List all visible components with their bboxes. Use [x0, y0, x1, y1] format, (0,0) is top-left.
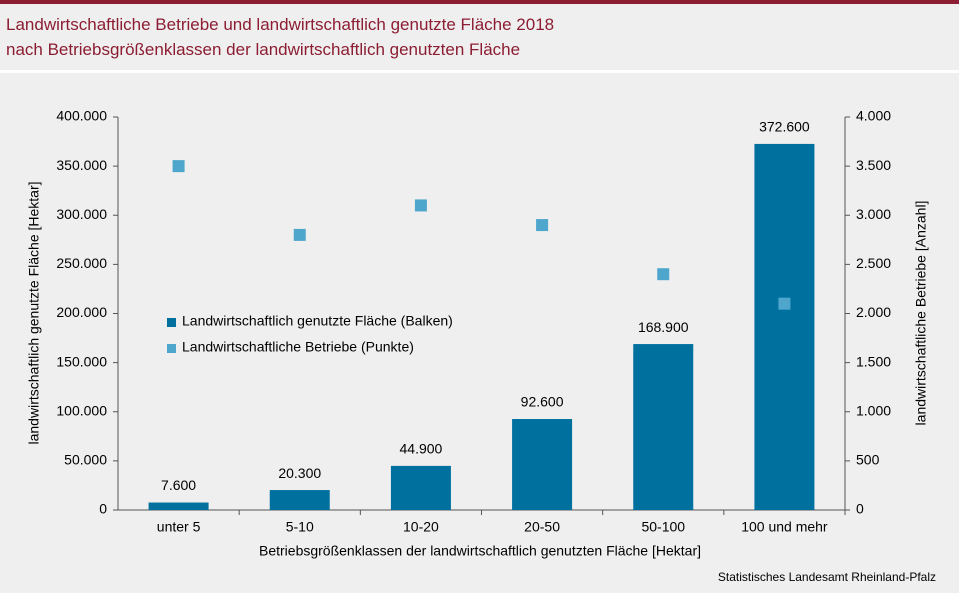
bar: [512, 419, 573, 510]
source: Statistisches Landesamt Rheinland-Pfalz: [718, 570, 936, 584]
y2-tick-label: 1.000: [856, 402, 891, 418]
legend-swatch: [167, 344, 176, 353]
legend-swatch: [167, 318, 176, 327]
y-tick-label: 350.000: [56, 157, 107, 173]
y-tick-label: 200.000: [56, 304, 107, 320]
value-label: 92.600: [521, 394, 564, 410]
point: [657, 268, 670, 281]
point: [536, 219, 549, 232]
x-tick-label: unter 5: [157, 519, 201, 535]
point: [293, 228, 306, 241]
y-tick-label: 50.000: [64, 452, 107, 468]
y2-axis-title: landwirtschaftliche Betriebe [Anzahl]: [913, 201, 929, 426]
bar: [754, 143, 815, 510]
legend-label: Landwirtschaftlich genutzte Fläche (Balk…: [182, 313, 453, 329]
y2-tick-label: 2.500: [856, 255, 891, 271]
y2-tick-label: 500: [856, 452, 880, 468]
y-tick-label: 400.000: [56, 108, 107, 124]
legend-label: Landwirtschaftliche Betriebe (Punkte): [182, 339, 414, 355]
value-label: 168.900: [638, 319, 689, 335]
top-rule: [0, 0, 959, 4]
x-tick-label: 20-50: [524, 519, 560, 535]
x-tick-label: 10-20: [403, 519, 439, 535]
point: [414, 199, 427, 212]
y-tick-label: 0: [99, 501, 107, 517]
value-label: 372.600: [759, 119, 810, 135]
y-tick-label: 150.000: [56, 353, 107, 369]
bar: [633, 344, 694, 510]
y-tick-label: 100.000: [56, 402, 107, 418]
bar: [390, 465, 451, 510]
y2-tick-label: 2.000: [856, 304, 891, 320]
x-tick-label: 100 und mehr: [741, 519, 828, 535]
point: [778, 297, 791, 310]
value-label: 44.900: [400, 441, 443, 457]
x-tick-label: 50-100: [641, 519, 685, 535]
value-label: 7.600: [161, 477, 196, 493]
y2-tick-label: 3.500: [856, 157, 891, 173]
point: [172, 160, 185, 173]
y2-tick-label: 1.500: [856, 353, 891, 369]
bar: [269, 490, 330, 510]
x-tick-label: 5-10: [286, 519, 314, 535]
separator: [0, 70, 959, 73]
y2-tick-label: 4.000: [856, 108, 891, 124]
x-axis-title: Betriebsgrößenklassen der landwirtschaft…: [259, 543, 701, 559]
y2-tick-label: 3.000: [856, 206, 891, 222]
y-tick-label: 250.000: [56, 255, 107, 271]
value-label: 20.300: [278, 465, 321, 481]
y2-tick-label: 0: [856, 501, 864, 517]
chart-title: Landwirtschaftliche Betriebe und landwir…: [6, 15, 554, 34]
bar: [148, 502, 209, 510]
y-tick-label: 300.000: [56, 206, 107, 222]
y-axis-title: landwirtschaftlich genutzte Fläche [Hekt…: [26, 181, 42, 444]
chart-title: nach Betriebsgrößenklassen der landwirts…: [6, 40, 520, 59]
